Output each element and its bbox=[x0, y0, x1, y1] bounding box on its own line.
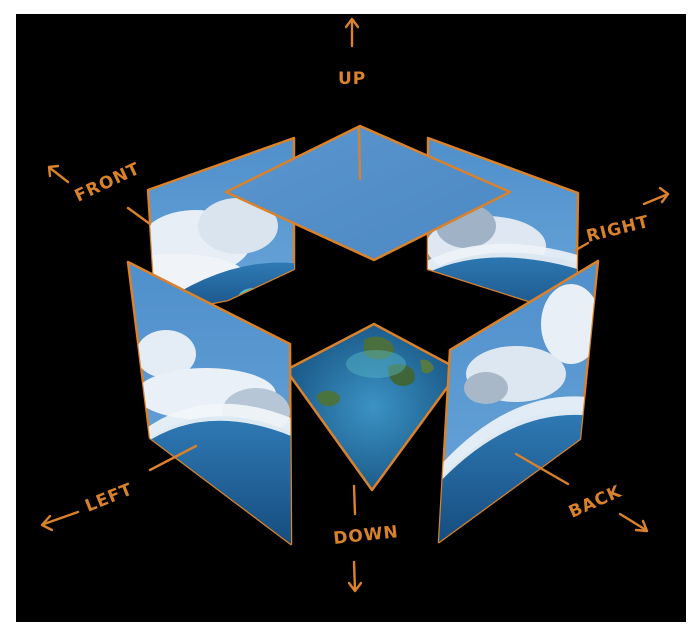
front-arrow-icon bbox=[48, 166, 70, 184]
up-annotation: UP bbox=[338, 17, 366, 181]
left-label: LEFT bbox=[82, 479, 136, 516]
back-arrowhead-icon bbox=[634, 519, 649, 533]
down-annotation: DOWN bbox=[332, 484, 400, 593]
left-leader-line bbox=[148, 444, 198, 472]
back-annotation: BACK bbox=[514, 452, 649, 533]
down-leader-line bbox=[352, 484, 357, 516]
front-label: FRONT bbox=[72, 159, 144, 207]
cube-map-stage: UP FRONT RIGHT LEFT DOWN BACK bbox=[16, 14, 686, 622]
front-annotation: FRONT bbox=[47, 159, 152, 226]
right-leader-line bbox=[574, 241, 590, 252]
down-face-panel bbox=[284, 322, 462, 492]
left-arrowhead-icon bbox=[40, 514, 54, 532]
back-label: BACK bbox=[566, 482, 625, 523]
right-annotation: RIGHT bbox=[574, 186, 670, 252]
up-label: UP bbox=[338, 69, 366, 89]
right-label: RIGHT bbox=[584, 212, 651, 247]
left-face-panel bbox=[126, 260, 293, 546]
back-arrow-icon bbox=[618, 512, 648, 532]
up-leader-line bbox=[357, 127, 362, 181]
right-arrow-icon bbox=[642, 192, 670, 206]
up-arrowhead-icon bbox=[344, 17, 360, 29]
left-annotation: LEFT bbox=[40, 444, 198, 532]
cube-map-diagram: UP FRONT RIGHT LEFT DOWN BACK bbox=[40, 17, 670, 593]
down-label: DOWN bbox=[332, 522, 399, 549]
left-arrow-icon bbox=[42, 510, 80, 526]
front-arrowhead-icon bbox=[47, 164, 60, 178]
down-arrowhead-icon bbox=[347, 581, 363, 593]
up-face-panel bbox=[224, 124, 512, 262]
back-leader-line bbox=[514, 452, 570, 486]
right-arrowhead-icon bbox=[658, 186, 670, 204]
front-leader-line bbox=[126, 206, 152, 226]
down-arrow-icon bbox=[352, 560, 357, 592]
